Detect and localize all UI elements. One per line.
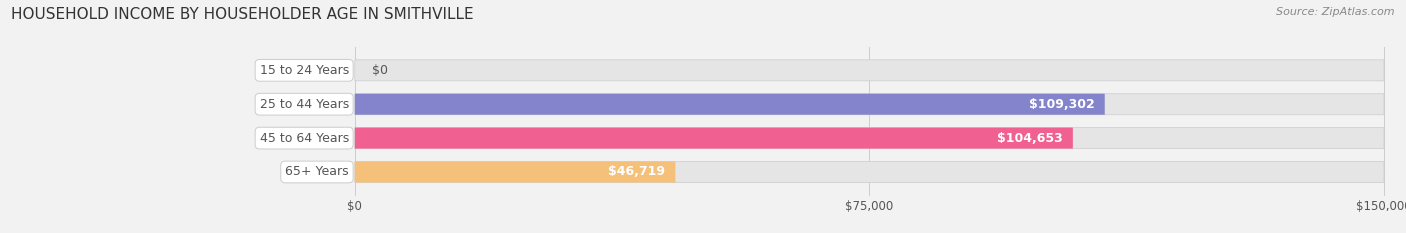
Text: 45 to 64 Years: 45 to 64 Years xyxy=(260,132,349,145)
Text: Source: ZipAtlas.com: Source: ZipAtlas.com xyxy=(1277,7,1395,17)
FancyBboxPatch shape xyxy=(354,94,1105,115)
FancyBboxPatch shape xyxy=(354,128,1073,149)
Text: 65+ Years: 65+ Years xyxy=(285,165,349,178)
Text: $104,653: $104,653 xyxy=(997,132,1063,145)
Text: $109,302: $109,302 xyxy=(1029,98,1094,111)
Text: $46,719: $46,719 xyxy=(607,165,665,178)
Text: 25 to 44 Years: 25 to 44 Years xyxy=(260,98,349,111)
FancyBboxPatch shape xyxy=(354,161,1384,182)
Text: $0: $0 xyxy=(373,64,388,77)
Text: 15 to 24 Years: 15 to 24 Years xyxy=(260,64,349,77)
Text: HOUSEHOLD INCOME BY HOUSEHOLDER AGE IN SMITHVILLE: HOUSEHOLD INCOME BY HOUSEHOLDER AGE IN S… xyxy=(11,7,474,22)
FancyBboxPatch shape xyxy=(354,161,675,182)
FancyBboxPatch shape xyxy=(354,128,1384,149)
FancyBboxPatch shape xyxy=(354,60,1384,81)
FancyBboxPatch shape xyxy=(354,94,1384,115)
